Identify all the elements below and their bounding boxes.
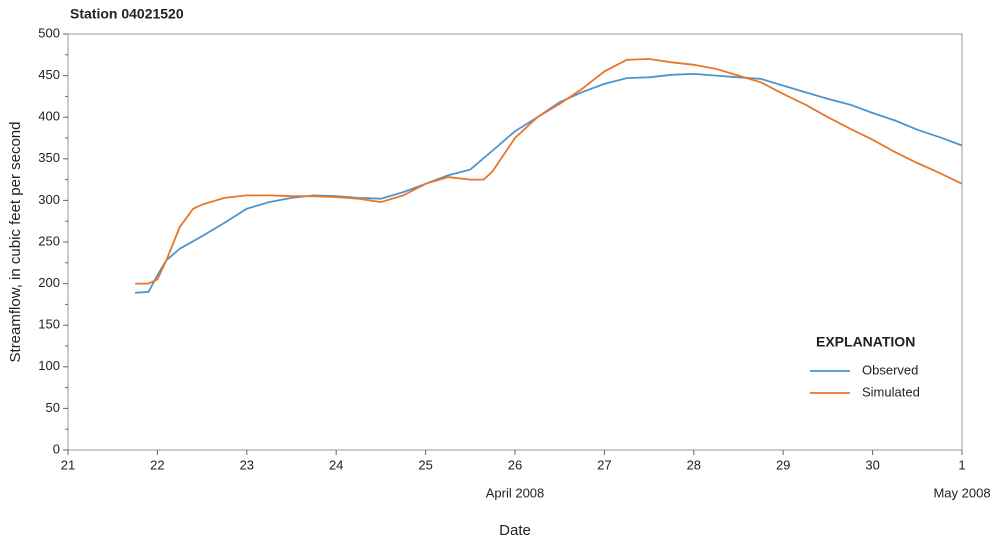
chart-title: Station 04021520 (70, 6, 184, 22)
x-tick-label: 28 (687, 457, 701, 472)
y-tick-label: 350 (38, 150, 60, 165)
y-tick-label: 300 (38, 192, 60, 207)
legend-title: EXPLANATION (816, 334, 915, 350)
y-axis-label: Streamflow, in cubic feet per second (7, 122, 24, 363)
y-tick-label: 150 (38, 317, 60, 332)
series-line (135, 72, 963, 294)
x-tick-label: 29 (776, 457, 790, 472)
x-tick-label: 30 (865, 457, 879, 472)
x-tick-label: 25 (418, 457, 432, 472)
x-tick-label: 27 (597, 457, 611, 472)
y-tick-label: 400 (38, 109, 60, 124)
series-line (135, 58, 963, 285)
y-tick-label: 500 (38, 25, 60, 40)
y-tick-label: 0 (53, 441, 60, 456)
x-tick-label: 22 (150, 457, 164, 472)
y-tick-label: 450 (38, 67, 60, 82)
x-sublabel: April 2008 (486, 485, 545, 500)
plot-frame (67, 33, 963, 451)
y-tick-label: 50 (46, 400, 60, 415)
x-tick-label: 24 (329, 457, 343, 472)
x-tick-label: 23 (240, 457, 254, 472)
y-tick-label: 250 (38, 233, 60, 248)
y-tick-label: 100 (38, 358, 60, 373)
legend-label: Simulated (862, 384, 920, 399)
x-axis-label: Date (499, 522, 531, 539)
y-tick-label: 200 (38, 275, 60, 290)
x-tick-label: 1 (958, 457, 965, 472)
legend-label: Observed (862, 362, 918, 377)
x-sublabel: May 2008 (933, 485, 990, 500)
x-tick-label: 26 (508, 457, 522, 472)
x-tick-label: 21 (61, 457, 75, 472)
